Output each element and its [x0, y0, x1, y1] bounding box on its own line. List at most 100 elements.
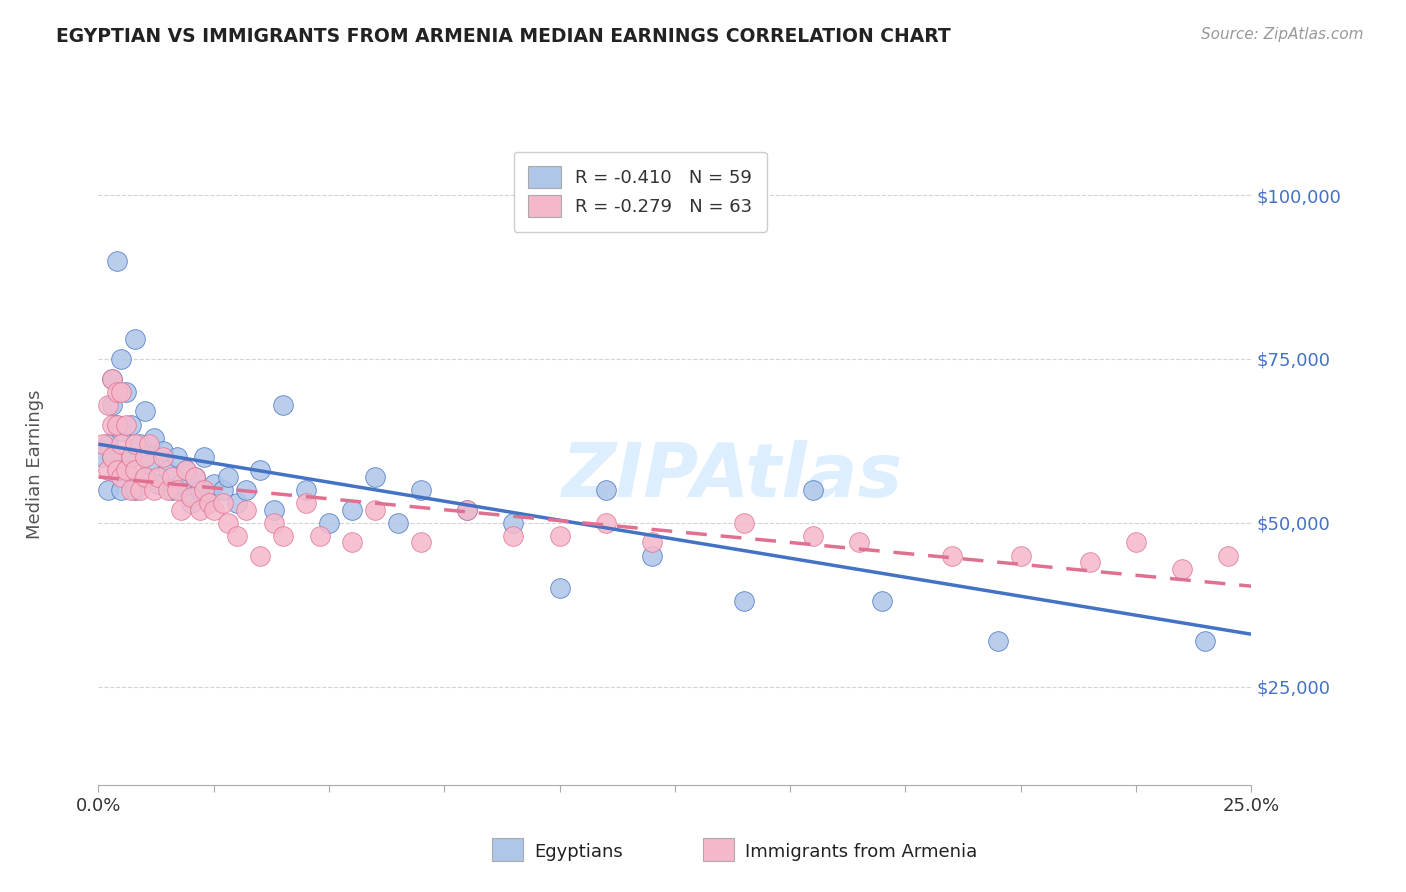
Point — [1218, 549, 1240, 563]
Point — [217, 516, 239, 530]
Point — [115, 463, 138, 477]
Point — [801, 483, 824, 497]
Point — [941, 549, 963, 563]
Point — [872, 594, 894, 608]
Point — [733, 516, 755, 530]
Point — [134, 404, 156, 418]
Point — [411, 483, 433, 497]
Point — [174, 463, 197, 477]
Text: ZIPAtlas: ZIPAtlas — [562, 440, 903, 513]
Point — [340, 535, 363, 549]
Point — [110, 384, 132, 399]
Point — [641, 535, 664, 549]
Point — [148, 470, 170, 484]
Point — [110, 351, 132, 366]
Point — [124, 332, 146, 346]
Point — [225, 529, 247, 543]
Point — [120, 450, 142, 465]
Point — [120, 417, 142, 432]
Point — [1078, 555, 1101, 569]
Point — [202, 502, 225, 516]
Point — [97, 483, 120, 497]
Point — [101, 398, 124, 412]
Point — [101, 450, 124, 465]
Point — [1171, 562, 1194, 576]
Point — [1194, 633, 1216, 648]
Point — [212, 483, 235, 497]
Point — [101, 450, 124, 465]
Point — [180, 496, 202, 510]
Point — [97, 398, 120, 412]
Point — [202, 476, 225, 491]
Point — [105, 463, 128, 477]
Point — [548, 582, 571, 596]
Point — [120, 450, 142, 465]
Point — [271, 529, 294, 543]
Point — [97, 463, 120, 477]
Point — [166, 450, 188, 465]
Point — [138, 457, 160, 471]
Point — [91, 437, 114, 451]
Point — [217, 470, 239, 484]
Point — [198, 490, 221, 504]
Point — [193, 483, 215, 497]
Point — [101, 371, 124, 385]
Point — [105, 417, 128, 432]
Point — [110, 424, 132, 438]
Point — [110, 437, 132, 451]
Point — [295, 483, 318, 497]
Point — [249, 463, 271, 477]
Point — [156, 463, 179, 477]
Point — [101, 417, 124, 432]
Point — [318, 516, 340, 530]
Point — [387, 516, 409, 530]
Point — [1010, 549, 1032, 563]
Point — [160, 483, 183, 497]
Point — [170, 476, 193, 491]
Point — [115, 417, 138, 432]
Point — [801, 529, 824, 543]
Point — [987, 633, 1010, 648]
Point — [142, 483, 165, 497]
Point — [1263, 568, 1285, 582]
Point — [456, 502, 478, 516]
Legend: R = -0.410   N = 59, R = -0.279   N = 63: R = -0.410 N = 59, R = -0.279 N = 63 — [513, 152, 766, 232]
Point — [105, 417, 128, 432]
Point — [249, 549, 271, 563]
Point — [91, 450, 114, 465]
Point — [235, 483, 257, 497]
Point — [193, 450, 215, 465]
Point — [166, 483, 188, 497]
Point — [148, 476, 170, 491]
Point — [105, 463, 128, 477]
Text: Median Earnings: Median Earnings — [25, 389, 44, 539]
Point — [456, 502, 478, 516]
Point — [502, 529, 524, 543]
Point — [160, 470, 183, 484]
Point — [340, 502, 363, 516]
Point — [295, 496, 318, 510]
Point — [595, 483, 617, 497]
Point — [364, 502, 387, 516]
Point — [548, 529, 571, 543]
Point — [225, 496, 247, 510]
Point — [120, 483, 142, 497]
Point — [308, 529, 330, 543]
Text: EGYPTIAN VS IMMIGRANTS FROM ARMENIA MEDIAN EARNINGS CORRELATION CHART: EGYPTIAN VS IMMIGRANTS FROM ARMENIA MEDI… — [56, 27, 950, 45]
Point — [188, 483, 211, 497]
Point — [142, 431, 165, 445]
Point — [188, 502, 211, 516]
Point — [641, 549, 664, 563]
Point — [115, 463, 138, 477]
Point — [110, 483, 132, 497]
Point — [1125, 535, 1147, 549]
Point — [110, 470, 132, 484]
Point — [134, 470, 156, 484]
Point — [152, 450, 174, 465]
Point — [848, 535, 870, 549]
Point — [170, 502, 193, 516]
Point — [129, 437, 152, 451]
Point — [124, 483, 146, 497]
Point — [184, 470, 207, 484]
Point — [156, 483, 179, 497]
